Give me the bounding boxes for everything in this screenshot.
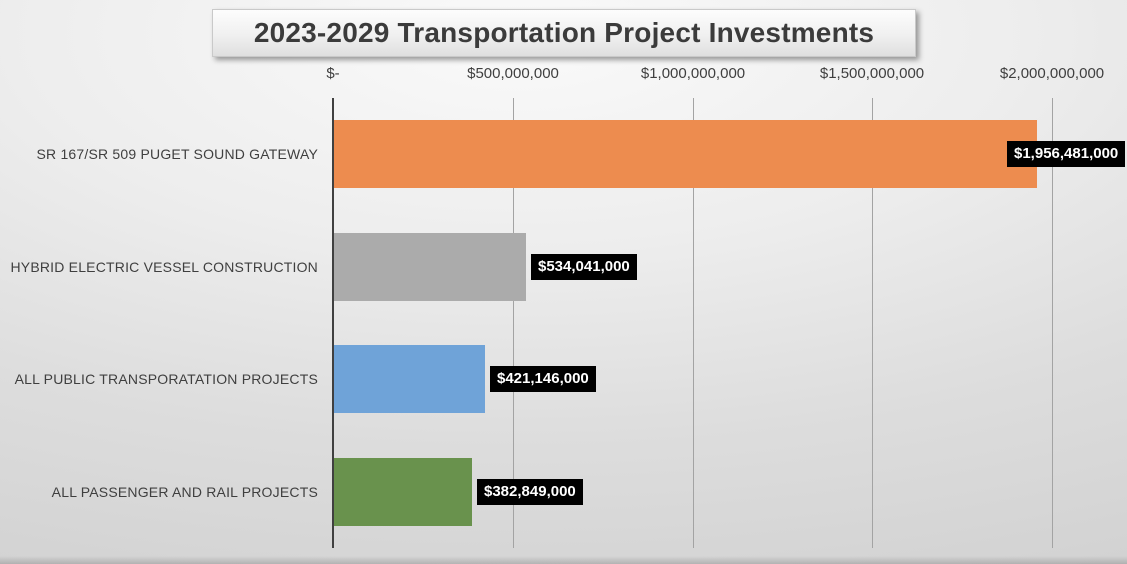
value-label: $534,041,000 xyxy=(531,254,637,280)
chart-title: 2023-2029 Transportation Project Investm… xyxy=(253,17,875,48)
x-tick-label: $500,000,000 xyxy=(467,65,559,82)
x-tick-label: $2,000,000,000 xyxy=(999,65,1105,82)
value-label: $1,956,481,000 xyxy=(1007,141,1126,167)
value-label: $382,849,000 xyxy=(477,479,583,505)
value-label: $421,146,000 xyxy=(490,366,596,392)
category-label: SR 167/SR 509 PUGET SOUND GATEWAY xyxy=(36,146,318,162)
bar xyxy=(334,345,485,413)
bar xyxy=(334,120,1037,188)
category-label: HYBRID ELECTRIC VESSEL CONSTRUCTION xyxy=(10,259,318,275)
x-tick-label: $1,000,000,000 xyxy=(640,65,746,82)
gridline xyxy=(1052,98,1053,548)
gridline xyxy=(872,98,873,548)
x-tick-label: $- xyxy=(326,65,340,82)
category-label: ALL PUBLIC TRANSPORATATION PROJECTS xyxy=(14,371,318,387)
bar xyxy=(334,458,472,526)
x-tick-label: $1,500,000,000 xyxy=(819,65,925,82)
bar xyxy=(334,233,526,301)
slide-bottom-edge xyxy=(0,556,1127,564)
gridline xyxy=(513,98,514,548)
chart-title-box: 2023-2029 Transportation Project Investm… xyxy=(212,9,916,57)
y-axis-line xyxy=(332,98,334,548)
category-label: ALL PASSENGER AND RAIL PROJECTS xyxy=(51,484,318,500)
gridline xyxy=(693,98,694,548)
